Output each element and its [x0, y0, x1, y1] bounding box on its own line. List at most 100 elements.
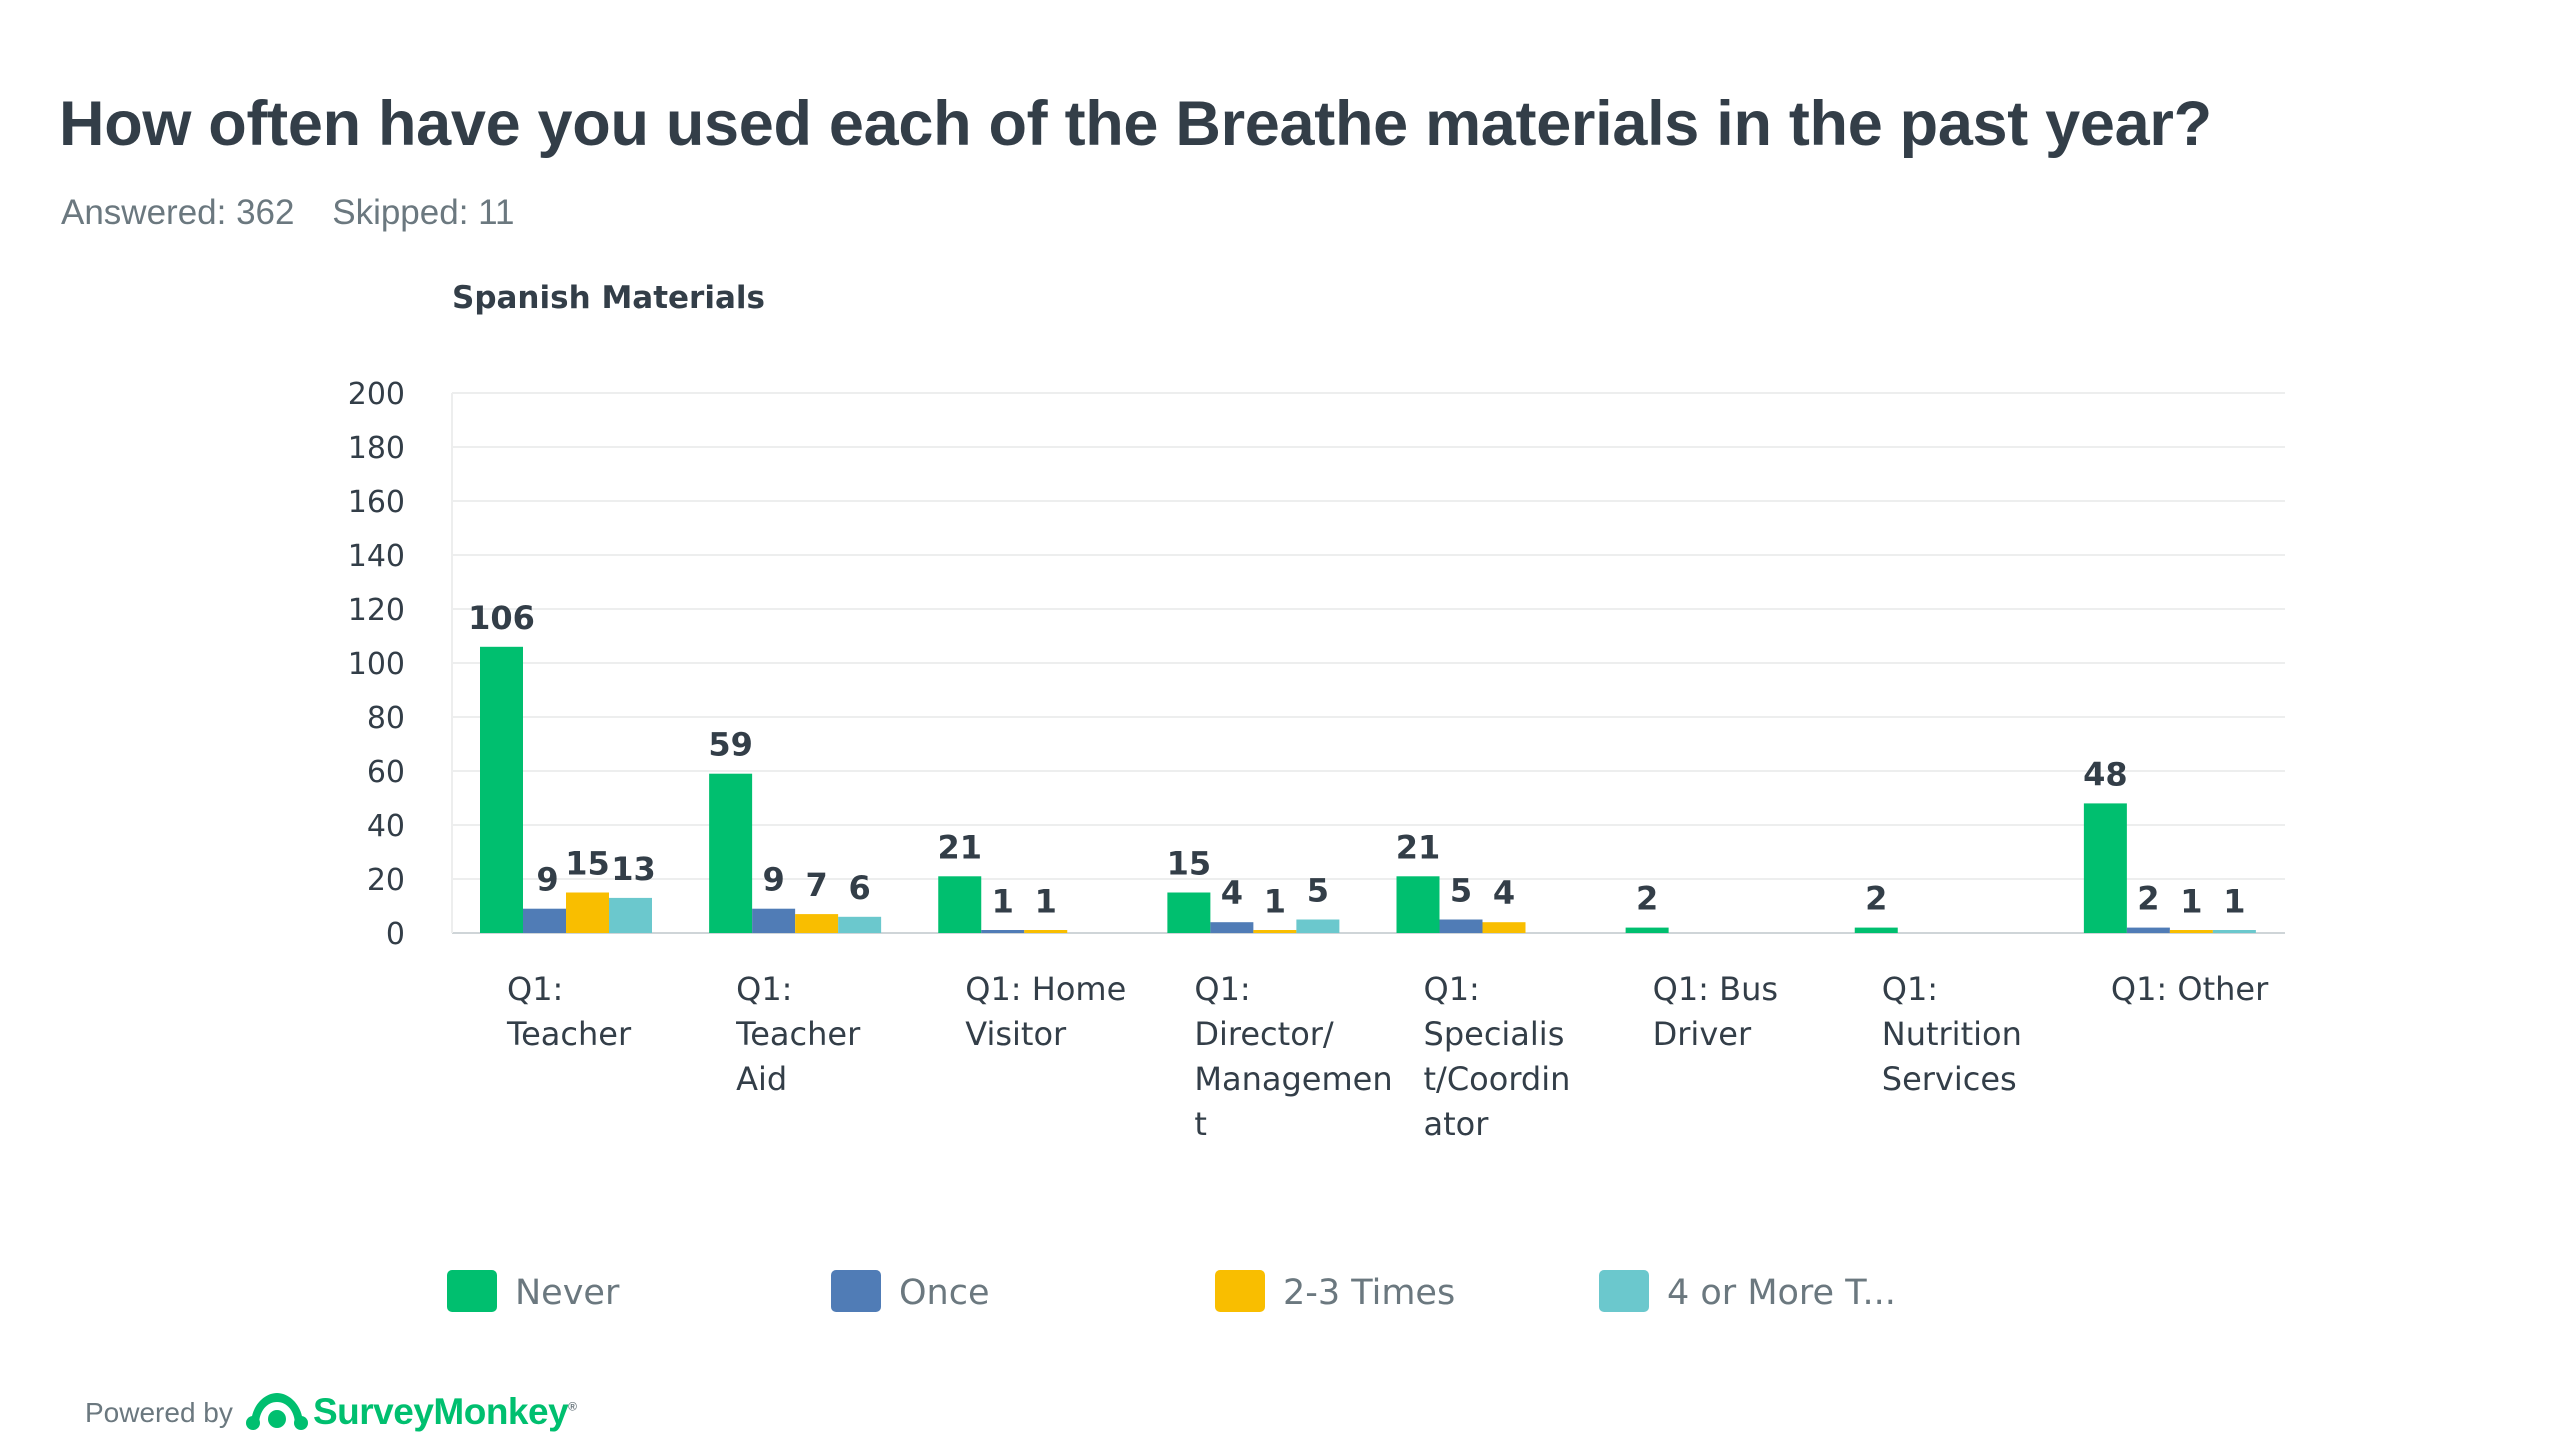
legend-label: Never	[515, 1273, 620, 1313]
data-label: 59	[708, 726, 753, 764]
x-tick-label: Q1: Home	[965, 970, 1126, 1008]
y-tick-label: 40	[367, 809, 405, 844]
bar	[609, 897, 652, 933]
data-label: 15	[565, 845, 610, 883]
grid-lines	[451, 392, 2285, 934]
bar	[1024, 930, 1068, 933]
legend-swatch	[831, 1270, 881, 1312]
legend-swatch	[1215, 1270, 1265, 1312]
bar	[1253, 930, 1297, 933]
x-tick-label: t	[1194, 1105, 1207, 1143]
data-label: 48	[2083, 755, 2128, 793]
bar	[795, 914, 839, 933]
x-tick-label: Nutrition	[1882, 1015, 2022, 1053]
legend-label: 2-3 Times	[1283, 1273, 1455, 1313]
y-tick-label: 100	[348, 647, 405, 682]
x-tick-label: Q1: Bus	[1653, 970, 1778, 1008]
data-label: 5	[1450, 872, 1472, 910]
bar	[1854, 927, 1898, 933]
y-tick-label: 20	[367, 863, 405, 898]
data-label: 1	[992, 882, 1014, 920]
bar	[1296, 919, 1340, 933]
bar	[1167, 892, 1211, 933]
powered-by-label: Powered by	[85, 1397, 233, 1428]
skipped-count: Skipped: 11	[332, 193, 515, 232]
y-axis-tick-labels: 0 20 40 60 80 100 120 140 160 180 200	[348, 377, 405, 952]
bar	[1482, 922, 1526, 933]
response-stats: Answered: 362 Skipped: 11	[61, 193, 542, 233]
chart-legend: Never Once 2-3 Times 4 or More T...	[447, 1270, 1896, 1313]
data-label: 2	[1636, 880, 1658, 918]
data-label: 7	[805, 866, 827, 904]
bar	[2083, 803, 2127, 933]
x-tick-label: Q1:	[736, 970, 792, 1008]
data-label: 5	[1307, 872, 1329, 910]
bar	[2126, 927, 2170, 933]
question-title: How often have you used each of the Brea…	[59, 89, 2212, 159]
brand-name: SurveyMonkey	[313, 1391, 569, 1432]
bar	[838, 916, 882, 933]
data-label: 4	[1493, 874, 1515, 912]
x-axis-category-labels: Q1: Teacher Q1: Teacher Aid Q1: Home Visitor Q1…	[506, 970, 2269, 1143]
x-tick-label: ator	[1424, 1105, 1490, 1143]
x-tick-label: Q1:	[1882, 970, 1938, 1008]
x-tick-label: Visitor	[965, 1015, 1067, 1053]
y-tick-label: 180	[348, 431, 405, 466]
surveymonkey-logo-icon	[246, 1393, 308, 1430]
legend-swatch	[447, 1270, 497, 1312]
bar	[566, 892, 609, 933]
x-tick-label: Q1:	[1194, 970, 1250, 1008]
y-tick-label: 140	[348, 539, 405, 574]
data-label: 6	[848, 869, 870, 907]
bar	[523, 908, 566, 933]
data-label: 2	[2137, 880, 2159, 918]
data-label: 106	[468, 599, 535, 637]
legend-label: Once	[899, 1273, 990, 1313]
data-label: 1	[1264, 882, 1286, 920]
y-tick-label: 160	[348, 485, 405, 520]
bar	[2169, 930, 2213, 933]
x-tick-label: Specialis	[1424, 1015, 1565, 1053]
y-tick-label: 80	[367, 701, 405, 736]
x-tick-label: Managemen	[1194, 1060, 1392, 1098]
data-label: 21	[937, 828, 982, 866]
bar	[1439, 919, 1483, 933]
x-tick-label: Services	[1882, 1060, 2017, 1098]
y-tick-label: 200	[348, 377, 405, 412]
y-tick-label: 60	[367, 755, 405, 790]
x-tick-label: Q1:	[1424, 970, 1480, 1008]
bar	[1625, 927, 1669, 933]
answered-count: Answered: 362	[61, 193, 295, 232]
data-label: 13	[611, 850, 656, 888]
data-label: 4	[1221, 874, 1243, 912]
x-tick-label: Teacher	[735, 1015, 861, 1053]
bar	[981, 930, 1025, 933]
data-label: 2	[1865, 880, 1887, 918]
data-label: 1	[2223, 882, 2245, 920]
chart-title: Spanish Materials	[452, 280, 765, 316]
surveymonkey-brand: SurveyMonkey®	[313, 1391, 577, 1432]
data-label: 1	[1035, 882, 1057, 920]
bar	[1396, 876, 1440, 933]
x-tick-label: t/Coordin	[1424, 1060, 1571, 1098]
x-tick-label: Driver	[1653, 1015, 1752, 1053]
bars	[480, 646, 2256, 933]
y-tick-label: 120	[348, 593, 405, 628]
x-tick-label: Q1: Other	[2111, 970, 2269, 1008]
bar	[938, 876, 982, 933]
bar	[480, 646, 523, 933]
data-label: 9	[762, 861, 784, 899]
x-tick-label: Teacher	[506, 1015, 632, 1053]
x-tick-label: Director/	[1194, 1015, 1334, 1053]
legend-label: 4 or More T...	[1667, 1273, 1896, 1313]
data-label: 1	[2180, 882, 2202, 920]
bar	[1210, 922, 1254, 933]
x-tick-label: Aid	[736, 1060, 787, 1098]
data-label: 21	[1396, 828, 1441, 866]
bar	[709, 773, 753, 933]
bar	[2212, 930, 2256, 933]
x-tick-label: Q1:	[507, 970, 563, 1008]
